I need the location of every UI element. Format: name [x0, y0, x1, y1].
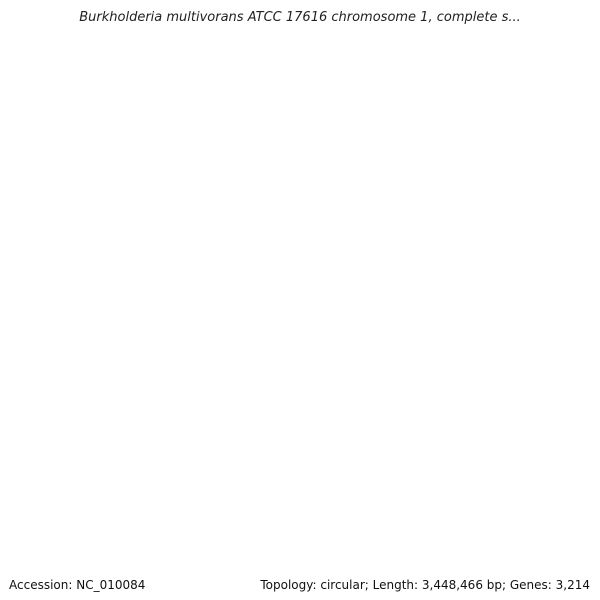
- map-title: Burkholderia multivorans ATCC 17616 chro…: [79, 10, 521, 25]
- topology-text: Topology: circular; Length: 3,448,466 bp…: [260, 578, 590, 592]
- accession-text: Accession: NC_010084: [9, 578, 146, 592]
